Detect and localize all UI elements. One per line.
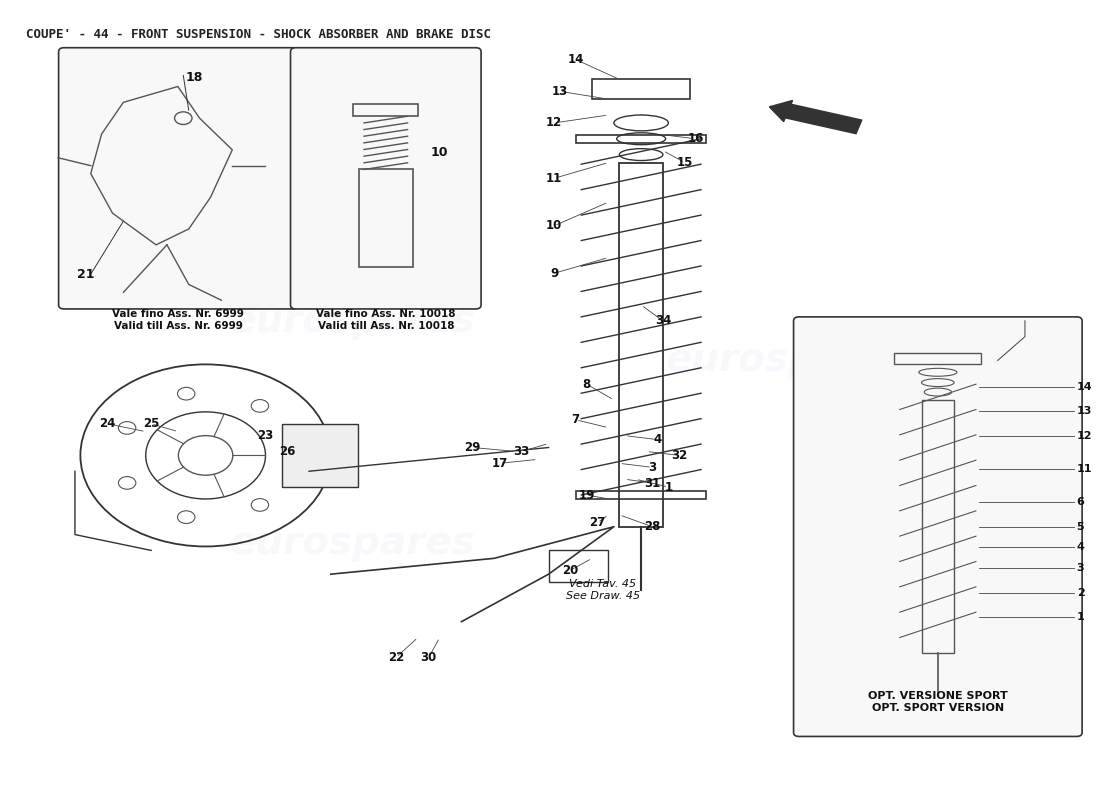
Text: 28: 28 (644, 520, 660, 533)
Text: 17: 17 (492, 457, 508, 470)
Text: 13: 13 (551, 85, 568, 98)
FancyArrow shape (769, 101, 861, 134)
Bar (575, 491, 706, 499)
Text: 15: 15 (676, 156, 693, 169)
Text: Vale fino Ass. Nr. 10018
Valid till Ass. Nr. 10018: Vale fino Ass. Nr. 10018 Valid till Ass.… (316, 309, 455, 330)
Text: 26: 26 (279, 445, 296, 458)
Bar (592, 79, 690, 99)
Text: 14: 14 (568, 53, 584, 66)
Bar (575, 134, 706, 142)
FancyBboxPatch shape (58, 48, 298, 309)
Bar (549, 550, 608, 582)
Text: 22: 22 (388, 650, 405, 664)
Text: 6: 6 (1077, 497, 1085, 507)
Text: 2: 2 (1077, 587, 1085, 598)
Text: 19: 19 (579, 489, 595, 502)
Bar (619, 162, 663, 526)
Text: 14: 14 (1077, 382, 1092, 392)
Text: 11: 11 (1077, 464, 1092, 474)
FancyBboxPatch shape (290, 48, 481, 309)
Text: 4: 4 (653, 433, 661, 446)
Text: 24: 24 (99, 418, 116, 430)
Text: 25: 25 (143, 418, 160, 430)
Text: 9: 9 (550, 267, 558, 280)
Text: eurospares: eurospares (230, 523, 475, 562)
Text: Vedi Tav. 45
See Draw. 45: Vedi Tav. 45 See Draw. 45 (566, 579, 640, 601)
Bar (894, 353, 981, 364)
Text: 20: 20 (562, 564, 579, 577)
Text: 27: 27 (590, 516, 606, 530)
Text: 21: 21 (77, 268, 95, 282)
Text: 30: 30 (420, 650, 437, 664)
Text: 10: 10 (546, 219, 562, 232)
Text: 13: 13 (1077, 406, 1092, 416)
Text: 3: 3 (648, 461, 656, 474)
Bar (282, 424, 358, 487)
Bar (359, 170, 412, 267)
Text: 18: 18 (186, 71, 202, 85)
Text: 11: 11 (546, 172, 562, 185)
Text: 23: 23 (257, 429, 274, 442)
Text: 5: 5 (1077, 522, 1085, 532)
Bar (922, 400, 954, 654)
Text: 4: 4 (1077, 542, 1085, 552)
Text: 33: 33 (514, 445, 529, 458)
Text: OPT. VERSIONE SPORT
OPT. SPORT VERSION: OPT. VERSIONE SPORT OPT. SPORT VERSION (868, 691, 1008, 713)
Text: 1: 1 (664, 481, 672, 494)
Text: 31: 31 (644, 477, 660, 490)
Text: 1: 1 (1077, 612, 1085, 622)
Text: 12: 12 (546, 117, 562, 130)
Text: Vale fino Ass. Nr. 6999
Valid till Ass. Nr. 6999: Vale fino Ass. Nr. 6999 Valid till Ass. … (112, 309, 244, 330)
Bar (353, 104, 418, 116)
Text: 10: 10 (431, 146, 448, 159)
Text: COUPE' - 44 - FRONT SUSPENSION - SHOCK ABSORBER AND BRAKE DISC: COUPE' - 44 - FRONT SUSPENSION - SHOCK A… (26, 28, 491, 41)
Text: 3: 3 (1077, 563, 1085, 573)
Text: 7: 7 (572, 414, 580, 426)
FancyBboxPatch shape (793, 317, 1082, 737)
Text: 34: 34 (654, 314, 671, 327)
Text: 32: 32 (671, 449, 688, 462)
Text: 8: 8 (583, 378, 591, 390)
Text: 29: 29 (464, 441, 481, 454)
Text: 12: 12 (1077, 431, 1092, 441)
Text: 16: 16 (688, 132, 704, 146)
Text: eurospares: eurospares (666, 342, 911, 379)
Text: eurospares: eurospares (230, 302, 475, 340)
